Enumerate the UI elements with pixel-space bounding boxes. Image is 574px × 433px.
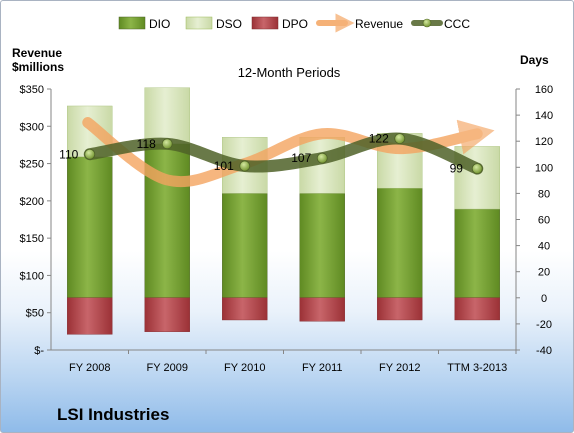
ccc-point [239, 160, 251, 172]
left-axis-ticks: $- $50 $100 $150 $200 $250 $300 $350 [20, 84, 51, 357]
right-axis-tick-label: 160 [535, 84, 553, 96]
legend-item-dio: DIO [118, 16, 170, 31]
ccc-point [161, 138, 173, 150]
ccc-data-label: 107 [291, 151, 311, 165]
right-axis-ticks: -40 -20 0 20 40 60 80 100 120 140 160 [516, 84, 553, 357]
legend: DIO DSO DPO Revenue CCC [118, 13, 470, 33]
ccc-data-label: 99 [450, 162, 464, 176]
bar-dpo [67, 297, 113, 335]
right-axis-tick-label: 0 [541, 293, 547, 305]
bar-dio [299, 193, 345, 298]
chart-subtitle: 12-Month Periods [238, 65, 341, 80]
legend-item-dpo: DPO [251, 16, 308, 31]
ccc-data-label: 101 [214, 159, 234, 173]
x-axis-tick-label: FY 2009 [147, 362, 188, 374]
ccc-point [84, 148, 96, 160]
bars [67, 87, 500, 335]
left-axis-tick-label: $100 [20, 270, 44, 282]
x-axis-tick-labels: FY 2008 FY 2009 FY 2010 FY 2011 FY 2012 TTM 3… [69, 350, 517, 374]
legend-label-dso: DSO [216, 17, 242, 31]
left-axis-tick-label: $150 [20, 233, 44, 245]
bar-dpo [222, 297, 268, 321]
ccc-point [316, 152, 328, 164]
right-axis-tick-label: 140 [535, 110, 553, 122]
revenue-line [82, 117, 495, 188]
right-axis-tick-label: 80 [538, 188, 550, 200]
bar-dio [377, 187, 423, 298]
series-lines: 110 118 101 107 122 99 [59, 117, 495, 188]
left-axis-tick-label: $- [34, 345, 44, 357]
legend-label-revenue: Revenue [355, 17, 403, 31]
right-axis-tick-label: 60 [538, 215, 550, 227]
bar-dpo [454, 297, 500, 321]
bar-dio [67, 156, 113, 299]
left-axis-tick-label: $300 [20, 121, 44, 133]
ccc-data-label: 110 [59, 147, 78, 161]
left-axis-label-line2: $millions [12, 60, 64, 74]
left-axis-tick-label: $350 [20, 84, 44, 96]
x-axis-tick-label: FY 2012 [379, 362, 420, 374]
legend-swatch-dso [185, 16, 213, 30]
right-axis-tick-label: 120 [535, 136, 553, 148]
bar-dpo [144, 297, 190, 332]
legend-marker-ccc [422, 18, 432, 28]
ccc-point [471, 163, 483, 175]
legend-item-dso: DSO [185, 16, 242, 31]
x-axis-tick-label: FY 2010 [224, 362, 265, 374]
bar-dso [144, 87, 190, 145]
bar-dio [222, 193, 268, 298]
legend-label-dio: DIO [149, 17, 170, 31]
legend-label-dpo: DPO [282, 17, 308, 31]
left-axis-label-line1: Revenue [12, 46, 62, 60]
legend-item-revenue: Revenue [316, 13, 403, 33]
left-axis-tick-label: $200 [20, 196, 44, 208]
right-axis-tick-label: -20 [536, 319, 552, 331]
bar-dio [454, 208, 500, 298]
legend-item-ccc: CCC [411, 17, 470, 31]
bar-dpo [377, 297, 423, 321]
x-axis-tick-label: TTM 3-2013 [447, 362, 507, 374]
bar-dpo [299, 297, 345, 322]
x-axis-tick-label: FY 2008 [69, 362, 110, 374]
legend-swatch-dio [118, 16, 146, 30]
ccc-data-label: 118 [137, 137, 156, 151]
left-axis-tick-label: $250 [20, 159, 44, 171]
x-axis-tick-label: FY 2011 [302, 362, 343, 374]
legend-swatch-dpo [251, 16, 279, 30]
left-axis-tick-label: $50 [26, 308, 44, 320]
right-axis-tick-label: 20 [538, 267, 550, 279]
right-axis-tick-label: -40 [536, 345, 552, 357]
company-name: LSI Industries [57, 405, 170, 424]
legend-label-ccc: CCC [444, 17, 470, 31]
right-axis-tick-label: 40 [538, 241, 550, 253]
ccc-data-label: 122 [369, 132, 389, 146]
ccc-point [394, 133, 406, 144]
right-axis-tick-label: 100 [535, 162, 553, 174]
right-axis-label: Days [520, 53, 549, 67]
